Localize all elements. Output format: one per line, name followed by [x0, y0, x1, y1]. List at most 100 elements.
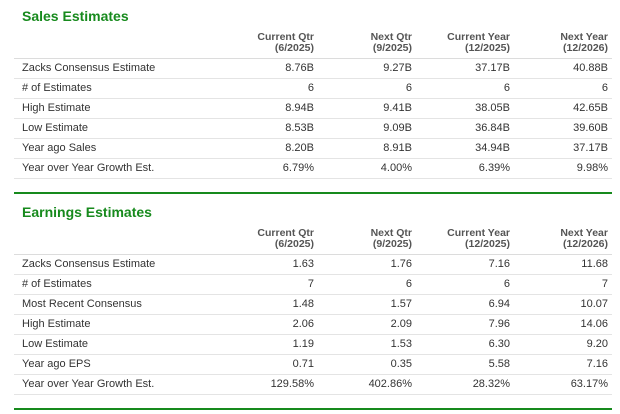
cell-value: 402.86% [322, 374, 420, 395]
header-line1: Current Year [447, 31, 510, 43]
row-label: # of Estimates [14, 78, 226, 99]
header-line2: (6/2025) [274, 238, 314, 250]
earnings-header-current-year: Current Year (12/2025) [420, 228, 518, 255]
cell-value: 0.35 [322, 354, 420, 375]
cell-value: 8.76B [226, 58, 322, 79]
cell-value: 6 [226, 78, 322, 99]
cell-value: 7.16 [420, 254, 518, 275]
cell-value: 1.48 [226, 294, 322, 315]
cell-value: 6 [322, 274, 420, 295]
earnings-header-row: Current Qtr (6/2025) Next Qtr (9/2025) C… [14, 228, 612, 255]
cell-value: 37.17B [420, 58, 518, 79]
cell-value: 7 [518, 274, 612, 295]
cell-value: 1.19 [226, 334, 322, 355]
sales-estimates-title: Sales Estimates [22, 8, 129, 24]
row-label: Year ago Sales [14, 138, 226, 159]
cell-value: 5.58 [420, 354, 518, 375]
sales-header-row: Current Qtr (6/2025) Next Qtr (9/2025) C… [14, 32, 612, 59]
row-label: High Estimate [14, 314, 226, 335]
header-line2: (12/2026) [563, 238, 608, 250]
header-line2: (12/2025) [465, 42, 510, 54]
earnings-estimates-table: Current Qtr (6/2025) Next Qtr (9/2025) C… [14, 228, 612, 395]
row-label: Year ago EPS [14, 354, 226, 375]
header-line1: Current Qtr [257, 227, 314, 239]
table-row: Year ago Sales 8.20B 8.91B 34.94B 37.17B [14, 138, 612, 159]
table-row: # of Estimates 6 6 6 6 [14, 78, 612, 99]
earnings-header-current-qtr: Current Qtr (6/2025) [226, 228, 322, 255]
table-row: Zacks Consensus Estimate 8.76B 9.27B 37.… [14, 58, 612, 79]
cell-value: 14.06 [518, 314, 612, 335]
earnings-estimates-title: Earnings Estimates [22, 204, 152, 220]
cell-value: 0.71 [226, 354, 322, 375]
earnings-header-next-qtr: Next Qtr (9/2025) [322, 228, 420, 255]
section-divider [14, 192, 612, 194]
table-row: Year over Year Growth Est. 129.58% 402.8… [14, 374, 612, 395]
cell-value: 10.07 [518, 294, 612, 315]
cell-value: 8.20B [226, 138, 322, 159]
row-label: Zacks Consensus Estimate [14, 58, 226, 79]
table-row: # of Estimates 7 6 6 7 [14, 274, 612, 295]
table-row: Low Estimate 8.53B 9.09B 36.84B 39.60B [14, 118, 612, 139]
table-row: High Estimate 8.94B 9.41B 38.05B 42.65B [14, 98, 612, 119]
cell-value: 6 [322, 78, 420, 99]
sales-header-current-qtr: Current Qtr (6/2025) [226, 32, 322, 59]
cell-value: 1.63 [226, 254, 322, 275]
row-label: Low Estimate [14, 334, 226, 355]
cell-value: 7 [226, 274, 322, 295]
cell-value: 40.88B [518, 58, 612, 79]
header-line2: (9/2025) [372, 238, 412, 250]
sales-header-next-year: Next Year (12/2026) [518, 32, 612, 59]
cell-value: 9.27B [322, 58, 420, 79]
cell-value: 37.17B [518, 138, 612, 159]
cell-value: 1.57 [322, 294, 420, 315]
header-line1: Current Qtr [257, 31, 314, 43]
cell-value: 6 [420, 274, 518, 295]
header-line2: (6/2025) [274, 42, 314, 54]
cell-value: 8.91B [322, 138, 420, 159]
cell-value: 42.65B [518, 98, 612, 119]
cell-value: 28.32% [420, 374, 518, 395]
cell-value: 9.09B [322, 118, 420, 139]
header-line1: Next Qtr [370, 227, 412, 239]
cell-value: 7.96 [420, 314, 518, 335]
sales-header-label [14, 32, 226, 59]
cell-value: 9.98% [518, 158, 612, 179]
cell-value: 63.17% [518, 374, 612, 395]
row-label: High Estimate [14, 98, 226, 119]
row-label: Year over Year Growth Est. [14, 158, 226, 179]
row-label: # of Estimates [14, 274, 226, 295]
cell-value: 2.06 [226, 314, 322, 335]
table-row: Low Estimate 1.19 1.53 6.30 9.20 [14, 334, 612, 355]
earnings-estimates-section: Earnings Estimates Current Qtr (6/2025) … [14, 198, 612, 395]
table-row: Most Recent Consensus 1.48 1.57 6.94 10.… [14, 294, 612, 315]
cell-value: 129.58% [226, 374, 322, 395]
cell-value: 9.41B [322, 98, 420, 119]
cell-value: 1.53 [322, 334, 420, 355]
cell-value: 6.30 [420, 334, 518, 355]
cell-value: 38.05B [420, 98, 518, 119]
earnings-header-next-year: Next Year (12/2026) [518, 228, 612, 255]
cell-value: 6.39% [420, 158, 518, 179]
table-row: Zacks Consensus Estimate 1.63 1.76 7.16 … [14, 254, 612, 275]
cell-value: 8.94B [226, 98, 322, 119]
row-label: Low Estimate [14, 118, 226, 139]
header-line1: Next Qtr [370, 31, 412, 43]
cell-value: 1.76 [322, 254, 420, 275]
sales-header-current-year: Current Year (12/2025) [420, 32, 518, 59]
cell-value: 8.53B [226, 118, 322, 139]
cell-value: 36.84B [420, 118, 518, 139]
cell-value: 9.20 [518, 334, 612, 355]
earnings-header-label [14, 228, 226, 255]
cell-value: 34.94B [420, 138, 518, 159]
cell-value: 7.16 [518, 354, 612, 375]
header-line2: (12/2025) [465, 238, 510, 250]
cell-value: 4.00% [322, 158, 420, 179]
header-line1: Current Year [447, 227, 510, 239]
cell-value: 6.94 [420, 294, 518, 315]
cell-value: 6 [518, 78, 612, 99]
header-line1: Next Year [560, 227, 608, 239]
table-row: Year ago EPS 0.71 0.35 5.58 7.16 [14, 354, 612, 375]
cell-value: 6.79% [226, 158, 322, 179]
section-divider [14, 408, 612, 410]
header-line2: (9/2025) [372, 42, 412, 54]
